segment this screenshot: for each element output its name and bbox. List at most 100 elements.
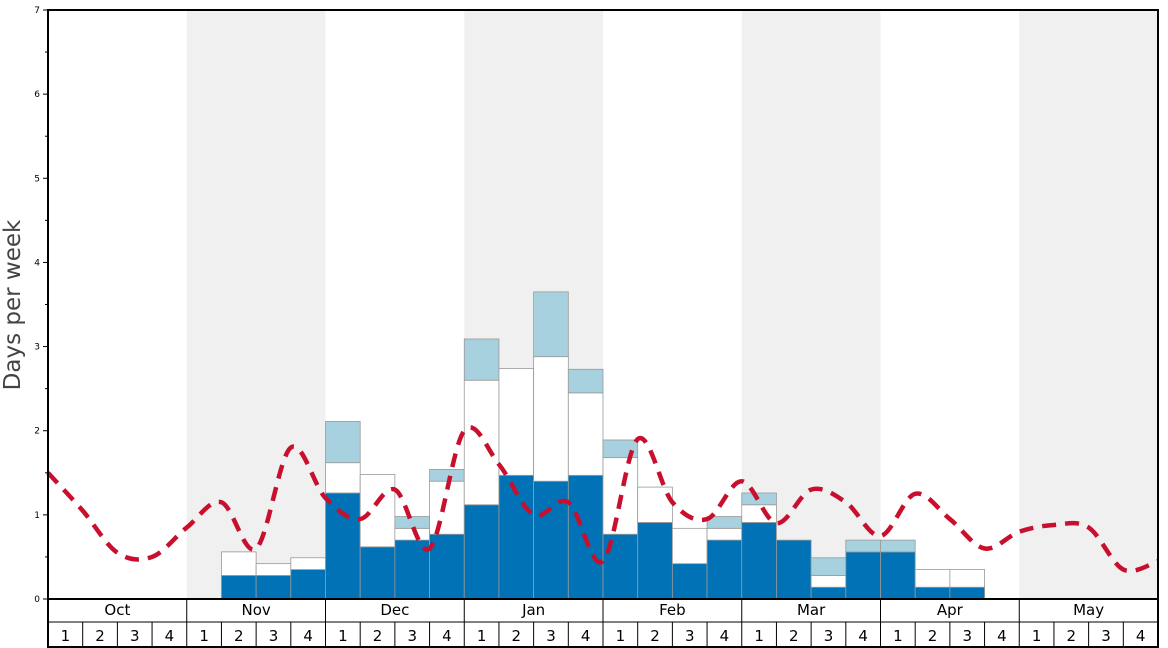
month-label-oct: Oct xyxy=(104,601,130,619)
bar-series2-week-15 xyxy=(533,356,569,482)
bar-series2-week-14 xyxy=(498,368,535,476)
bar-series1-week-24 xyxy=(845,551,881,600)
month-label-dec: Dec xyxy=(380,601,409,619)
week-label: 2 xyxy=(234,627,244,645)
bar-series1-week-25 xyxy=(880,551,916,600)
bars xyxy=(221,291,985,600)
week-label: 2 xyxy=(1067,627,1077,645)
bar-series1-week-13 xyxy=(463,504,500,600)
week-label: 3 xyxy=(269,627,279,645)
bar-series2-week-7 xyxy=(255,563,292,576)
week-label: 4 xyxy=(442,627,452,645)
week-label: 1 xyxy=(199,627,209,645)
week-label: 3 xyxy=(1101,627,1111,645)
bar-series2-week-10 xyxy=(359,474,396,548)
month-shade-nov xyxy=(186,10,326,599)
y-tick-label: 7 xyxy=(34,6,40,16)
bar-series2-week-18 xyxy=(637,486,673,523)
y-tick-label: 6 xyxy=(34,90,40,100)
bar-series2-week-19 xyxy=(671,527,708,565)
week-label: 2 xyxy=(650,627,660,645)
bar-series1-week-6 xyxy=(221,575,257,600)
bar-series3-week-16 xyxy=(567,368,604,394)
bar-series2-week-12 xyxy=(429,480,465,535)
month-label-may: May xyxy=(1073,601,1104,619)
y-axis-title: Days per week xyxy=(0,219,26,390)
y-axis: 0 1 2 3 4 5 6 7 xyxy=(34,6,48,605)
week-label: 1 xyxy=(1032,627,1042,645)
bar-series2-week-20 xyxy=(706,527,743,541)
week-label: 2 xyxy=(512,627,522,645)
bar-series1-week-9 xyxy=(325,492,361,600)
bar-series3-week-9 xyxy=(325,421,361,464)
bar-series1-week-22 xyxy=(776,539,812,600)
week-label: 3 xyxy=(407,627,417,645)
y-tick-label: 5 xyxy=(34,174,40,184)
bar-series2-week-6 xyxy=(221,551,257,576)
y-tick-label: 4 xyxy=(34,258,40,268)
week-label: 4 xyxy=(581,627,591,645)
bar-series2-week-16 xyxy=(567,392,604,476)
bar-series1-week-18 xyxy=(637,522,673,600)
week-label: 4 xyxy=(720,627,730,645)
bar-series3-week-25 xyxy=(880,539,916,553)
month-label-mar: Mar xyxy=(797,601,826,619)
y-tick-label: 0 xyxy=(34,595,40,605)
bar-series1-week-27 xyxy=(949,586,985,600)
bar-series2-week-13 xyxy=(463,379,500,506)
week-label: 4 xyxy=(858,627,868,645)
x-axis: Oct 1 2 3 4 Nov 1 2 3 4 Dec 1 2 3 4 Jan 1 2 3 4 Feb 1 2 3 4 Mar 1 2… xyxy=(47,599,1159,648)
week-label: 2 xyxy=(95,627,105,645)
line-series-path xyxy=(46,425,1159,574)
month-label-apr: Apr xyxy=(937,601,964,619)
line-series xyxy=(46,425,1159,574)
week-label: 4 xyxy=(165,627,175,645)
bar-series3-week-13 xyxy=(463,338,500,381)
week-label: 3 xyxy=(962,627,972,645)
month-label-jan: Jan xyxy=(521,601,545,619)
week-label: 2 xyxy=(928,627,938,645)
bar-series3-week-15 xyxy=(533,291,569,358)
bar-series2-week-8 xyxy=(290,557,326,570)
month-shade-may xyxy=(1019,10,1158,599)
week-label: 3 xyxy=(130,627,140,645)
month-label-feb: Feb xyxy=(659,601,686,619)
week-label: 3 xyxy=(546,627,556,645)
week-label: 4 xyxy=(1136,627,1146,645)
bar-series3-week-12 xyxy=(429,469,465,482)
month-label-nov: Nov xyxy=(241,601,270,619)
week-label: 1 xyxy=(616,627,626,645)
bar-series3-week-23 xyxy=(810,557,847,576)
y-tick-label: 3 xyxy=(34,343,40,353)
bar-series1-week-10 xyxy=(359,546,396,600)
bar-series3-week-24 xyxy=(845,539,881,553)
bar-series1-week-7 xyxy=(255,575,292,600)
week-label: 1 xyxy=(477,627,487,645)
bar-series2-week-9 xyxy=(325,462,361,494)
y-tick-label: 2 xyxy=(34,427,40,437)
week-label: 1 xyxy=(61,627,71,645)
bar-series1-week-23 xyxy=(810,586,847,600)
bar-series1-week-12 xyxy=(429,533,465,600)
week-label: 2 xyxy=(789,627,799,645)
bar-series2-week-23 xyxy=(810,575,847,588)
bar-series2-week-26 xyxy=(914,569,951,588)
week-label: 1 xyxy=(893,627,903,645)
bar-series1-week-20 xyxy=(706,539,743,600)
bar-series3-week-11 xyxy=(394,516,430,529)
bar-series1-week-8 xyxy=(290,569,326,600)
week-label: 3 xyxy=(824,627,834,645)
week-label: 4 xyxy=(997,627,1007,645)
week-label: 3 xyxy=(685,627,695,645)
week-label: 4 xyxy=(303,627,313,645)
bar-series1-week-21 xyxy=(741,522,777,600)
y-tick-label: 1 xyxy=(34,511,40,521)
week-label: 2 xyxy=(373,627,383,645)
bar-series1-week-26 xyxy=(914,586,951,600)
week-label: 1 xyxy=(754,627,764,645)
bar-series2-week-27 xyxy=(949,569,985,588)
bar-series1-week-19 xyxy=(671,563,708,600)
week-label: 1 xyxy=(338,627,348,645)
bar-series2-week-21 xyxy=(741,504,777,523)
